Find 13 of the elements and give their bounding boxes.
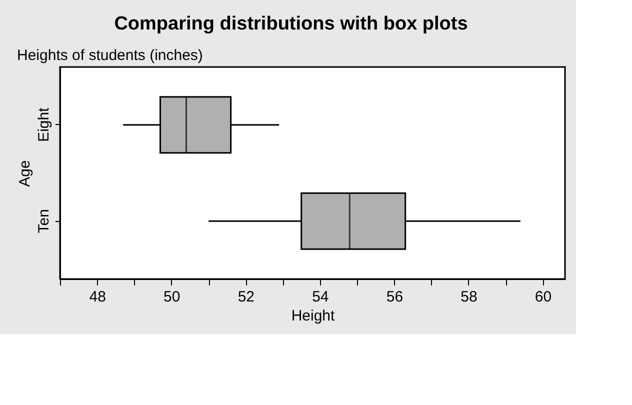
x-tick-label: 60: [534, 288, 552, 306]
y-tick-label: Ten: [36, 209, 52, 234]
x-tick-label: 56: [386, 288, 404, 306]
x-tick-label: 50: [164, 288, 180, 306]
x-axis-title: Height: [291, 308, 336, 324]
x-tick-label: 52: [238, 288, 255, 306]
x-tick-label: 54: [312, 288, 329, 306]
y-tick-label: Eight: [36, 106, 52, 142]
y-axis-title: Age: [16, 160, 34, 187]
chart-title: Comparing distributions with box plots: [114, 13, 468, 34]
chart-subtitle: Heights of students (inches): [17, 47, 203, 64]
x-tick-label: 58: [460, 288, 478, 306]
x-tick-label: 48: [89, 288, 106, 306]
